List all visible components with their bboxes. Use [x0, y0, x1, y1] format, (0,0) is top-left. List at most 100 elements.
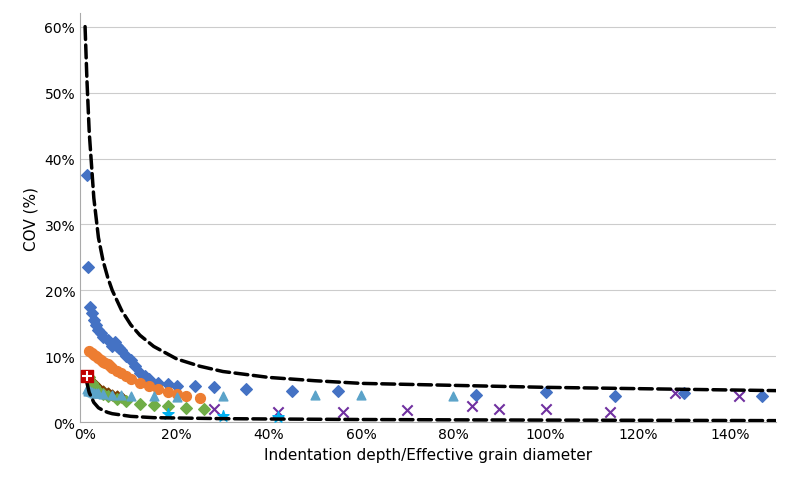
- Point: [92, 326, 105, 334]
- Point: [134, 379, 146, 387]
- Point: [124, 356, 137, 364]
- Point: [401, 407, 414, 414]
- Point: [110, 392, 123, 400]
- Point: [147, 392, 160, 400]
- Point: [81, 372, 94, 380]
- Point: [115, 392, 128, 399]
- Point: [170, 383, 183, 390]
- Point: [97, 333, 110, 341]
- Point: [756, 392, 769, 400]
- Point: [97, 387, 110, 395]
- Point: [668, 390, 681, 397]
- Point: [161, 411, 174, 419]
- Point: [82, 387, 94, 395]
- Point: [90, 353, 102, 360]
- Point: [94, 356, 107, 364]
- Point: [207, 406, 220, 413]
- Point: [110, 395, 123, 403]
- Point: [272, 408, 285, 416]
- Point: [115, 346, 128, 354]
- Point: [336, 408, 349, 416]
- Point: [142, 376, 155, 384]
- Point: [180, 392, 193, 400]
- Point: [86, 388, 98, 396]
- Point: [286, 387, 298, 395]
- Point: [110, 343, 123, 350]
- Point: [106, 391, 118, 398]
- Point: [354, 392, 367, 399]
- Point: [447, 392, 460, 400]
- Point: [147, 401, 160, 409]
- Point: [733, 392, 746, 400]
- Point: [120, 353, 133, 360]
- Point: [92, 390, 105, 397]
- Point: [103, 362, 116, 370]
- Point: [539, 406, 552, 413]
- Point: [207, 384, 220, 391]
- Point: [113, 345, 126, 352]
- Point: [120, 372, 133, 380]
- Point: [87, 389, 100, 396]
- Point: [85, 349, 98, 357]
- X-axis label: Indentation depth/Effective grain diameter: Indentation depth/Effective grain diamet…: [264, 447, 592, 462]
- Point: [470, 391, 482, 398]
- Point: [678, 389, 690, 396]
- Point: [134, 400, 146, 408]
- Point: [152, 379, 165, 387]
- Point: [97, 390, 110, 398]
- Point: [102, 336, 114, 344]
- Y-axis label: COV (%): COV (%): [24, 186, 39, 251]
- Point: [84, 303, 97, 311]
- Point: [92, 355, 105, 362]
- Point: [90, 321, 102, 329]
- Point: [170, 390, 183, 398]
- Point: [94, 330, 107, 337]
- Point: [161, 403, 174, 410]
- Point: [129, 362, 142, 370]
- Point: [85, 379, 98, 387]
- Point: [115, 370, 128, 378]
- Point: [84, 388, 97, 396]
- Point: [102, 360, 114, 368]
- Point: [106, 343, 118, 350]
- Point: [466, 402, 478, 410]
- Point: [142, 383, 155, 390]
- Point: [90, 383, 102, 390]
- Point: [120, 397, 133, 405]
- Point: [124, 375, 137, 383]
- Point: [198, 406, 211, 413]
- Point: [81, 172, 94, 180]
- Point: [87, 317, 100, 324]
- Point: [309, 392, 322, 399]
- Point: [134, 369, 146, 377]
- Point: [87, 351, 100, 359]
- Point: [92, 387, 105, 395]
- Point: [102, 392, 114, 400]
- Point: [604, 408, 617, 416]
- Point: [81, 385, 94, 393]
- Point: [239, 385, 252, 393]
- Point: [83, 374, 96, 382]
- Point: [115, 394, 128, 401]
- Point: [124, 392, 137, 400]
- Point: [83, 348, 96, 355]
- Point: [83, 376, 96, 384]
- Point: [189, 383, 202, 390]
- Point: [180, 404, 193, 412]
- Point: [272, 413, 285, 421]
- Point: [332, 388, 345, 396]
- Point: [152, 385, 165, 393]
- Point: [87, 383, 100, 390]
- Point: [194, 394, 206, 402]
- Point: [161, 380, 174, 388]
- Point: [161, 388, 174, 396]
- Point: [81, 372, 94, 380]
- Point: [138, 372, 151, 380]
- Point: [97, 390, 110, 398]
- Point: [106, 365, 118, 372]
- Point: [90, 389, 102, 396]
- Point: [110, 367, 123, 375]
- Point: [85, 379, 98, 387]
- Point: [217, 392, 230, 400]
- Point: [106, 391, 118, 398]
